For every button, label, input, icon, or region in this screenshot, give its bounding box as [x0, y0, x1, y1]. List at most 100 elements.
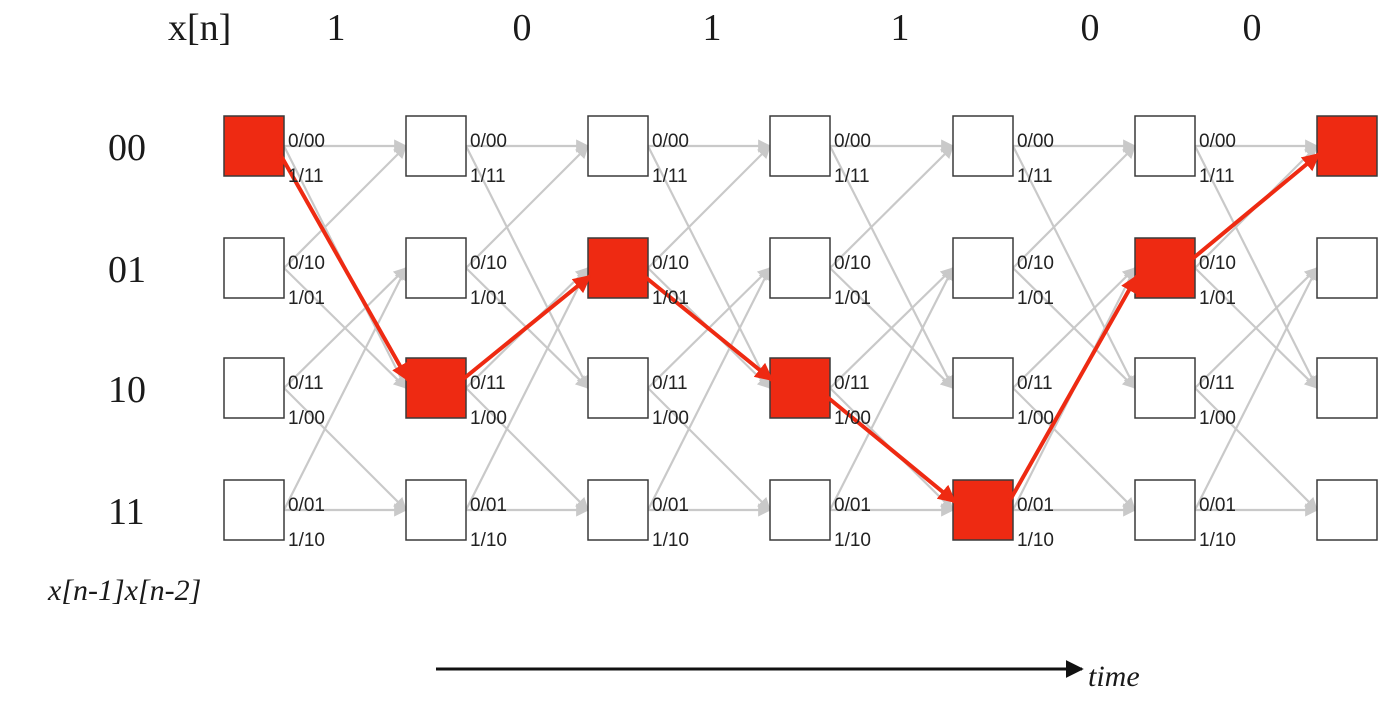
state-box	[769, 115, 831, 177]
state-box	[1134, 479, 1196, 541]
branch-label-input-0: 0/10	[834, 253, 871, 274]
branch-label-input-0: 0/11	[834, 373, 870, 394]
transition-edge	[829, 145, 954, 390]
branch-label-input-0: 0/00	[288, 131, 325, 152]
transition-edge	[1194, 387, 1318, 511]
branch-label-input-0: 0/10	[652, 253, 689, 274]
active-state-box	[1134, 237, 1196, 299]
active-state-box	[952, 479, 1014, 541]
input-bit: 0	[1243, 7, 1262, 49]
branch-label-input-1: 1/10	[470, 530, 507, 551]
branch-label-input-0: 0/01	[834, 495, 871, 516]
state-box	[952, 357, 1014, 419]
transition-edge	[283, 387, 407, 511]
branch-label-input-1: 1/11	[1199, 166, 1235, 187]
state-label: 00	[108, 127, 146, 169]
state-labels: 00 01 10 11	[108, 127, 146, 533]
state-box	[1134, 115, 1196, 177]
state-box	[405, 237, 467, 299]
branch-labels: 0/00 1/11 0/10 1/01 0/11 1/00 0/01 1/10 0/00 1/11…	[288, 131, 1236, 551]
branch-label-input-1: 1/01	[834, 288, 871, 309]
input-bit: 1	[891, 7, 910, 49]
branch-label-input-1: 1/10	[288, 530, 325, 551]
branch-label-input-0: 0/00	[834, 131, 871, 152]
branch-label-input-0: 0/11	[288, 373, 324, 394]
input-sequence-label: x[n]	[168, 7, 231, 49]
branch-label-input-0: 0/01	[288, 495, 325, 516]
branch-label-input-1: 1/11	[288, 166, 324, 187]
branch-label-input-0: 0/10	[1199, 253, 1236, 274]
branch-label-input-1: 1/10	[1017, 530, 1054, 551]
state-box	[587, 357, 649, 419]
state-box	[952, 237, 1014, 299]
branch-label-input-0: 0/00	[652, 131, 689, 152]
branch-label-input-0: 0/11	[1199, 373, 1235, 394]
branch-label-input-1: 1/01	[288, 288, 325, 309]
branch-label-input-1: 1/01	[1017, 288, 1054, 309]
state-label: 10	[108, 369, 146, 411]
transition-edge	[1012, 267, 1136, 389]
transition-edge	[647, 387, 771, 511]
transition-edge	[1012, 387, 1136, 511]
state-box	[1316, 357, 1378, 419]
active-state-box	[769, 357, 831, 419]
state-box	[769, 479, 831, 541]
branch-label-input-0: 0/01	[470, 495, 507, 516]
active-state-box	[1316, 115, 1378, 177]
branch-label-input-1: 1/00	[288, 408, 325, 429]
state-box	[1316, 479, 1378, 541]
transition-edge	[829, 266, 954, 511]
state-label: 11	[108, 491, 145, 533]
state-axis-caption: x[n-1]x[n-2]	[47, 574, 201, 607]
state-box	[223, 479, 285, 541]
state-box	[405, 479, 467, 541]
state-label: 01	[108, 249, 146, 291]
transition-edge	[1012, 145, 1136, 269]
branch-label-input-1: 1/11	[1017, 166, 1053, 187]
branch-label-input-0: 0/00	[470, 131, 507, 152]
input-bits: 1 0 1 1 0 0	[327, 7, 1262, 49]
input-bit: 0	[513, 7, 532, 49]
state-box	[223, 237, 285, 299]
active-state-box	[223, 115, 285, 177]
active-state-box	[587, 237, 649, 299]
state-boxes	[223, 115, 1378, 541]
branch-label-input-1: 1/11	[652, 166, 688, 187]
state-box	[587, 479, 649, 541]
transition-edges	[283, 139, 1319, 517]
survivor-path	[278, 152, 1321, 504]
transition-edge	[1194, 145, 1318, 390]
transition-edge	[465, 266, 589, 511]
state-box	[223, 357, 285, 419]
survivor-path-edge	[1189, 152, 1321, 262]
transition-edge	[283, 267, 407, 389]
branch-label-input-0: 0/01	[1199, 495, 1236, 516]
input-bit: 1	[327, 7, 346, 49]
state-box	[587, 115, 649, 177]
branch-label-input-0: 0/11	[1017, 373, 1053, 394]
branch-label-input-0: 0/00	[1017, 131, 1054, 152]
input-bit: 1	[703, 7, 722, 49]
time-caption: time	[1088, 660, 1140, 693]
branch-label-input-1: 1/00	[652, 408, 689, 429]
input-bit: 0	[1081, 7, 1100, 49]
branch-label-input-1: 1/10	[834, 530, 871, 551]
branch-label-input-1: 1/11	[470, 166, 506, 187]
survivor-path-edge	[278, 153, 410, 382]
survivor-path-edge	[1007, 274, 1139, 503]
active-state-box	[405, 357, 467, 419]
transition-edge	[283, 266, 407, 511]
transition-edge	[647, 145, 771, 269]
transition-edge	[829, 145, 954, 269]
branch-label-input-0: 0/10	[470, 253, 507, 274]
transition-edge	[647, 266, 771, 511]
branch-label-input-1: 1/01	[470, 288, 507, 309]
branch-label-input-0: 0/11	[652, 373, 688, 394]
transition-edge	[1194, 266, 1318, 511]
branch-label-input-1: 1/10	[652, 530, 689, 551]
branch-label-input-1: 1/11	[834, 166, 870, 187]
branch-label-input-1: 1/10	[1199, 530, 1236, 551]
branch-label-input-1: 1/00	[1199, 408, 1236, 429]
survivor-path-edge	[460, 274, 592, 382]
transition-edge	[829, 267, 954, 389]
